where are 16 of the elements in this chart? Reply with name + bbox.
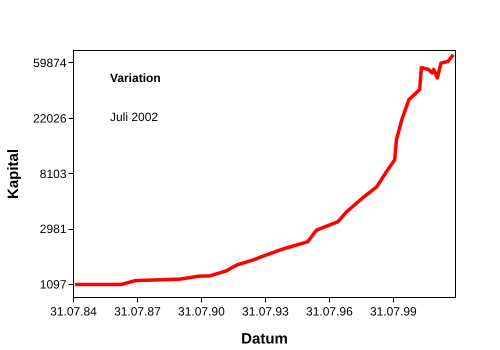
x-tick-label: 31.07.90 [178, 304, 226, 318]
x-tick-label: 31.07.87 [114, 304, 162, 318]
y-tick-label: 1097 [40, 278, 67, 292]
x-tick-label: 31.07.96 [306, 304, 354, 318]
y-axis-title: Kapital [5, 148, 22, 200]
line-series [73, 53, 455, 286]
x-axis-title: Datum [241, 330, 288, 348]
y-tick-label: 2981 [40, 222, 67, 236]
annotation: Juli 2002 [110, 110, 158, 124]
annotation: Variation [110, 71, 161, 85]
x-tick-label: 31.07.84 [50, 304, 98, 318]
y-tick-label: 8103 [40, 166, 67, 181]
y-tick-label: 22026 [33, 111, 67, 126]
x-tick-label: 31.07.93 [242, 304, 290, 318]
y-tick-label: 59874 [33, 56, 67, 70]
x-tick-label: 31.07.99 [370, 304, 417, 318]
